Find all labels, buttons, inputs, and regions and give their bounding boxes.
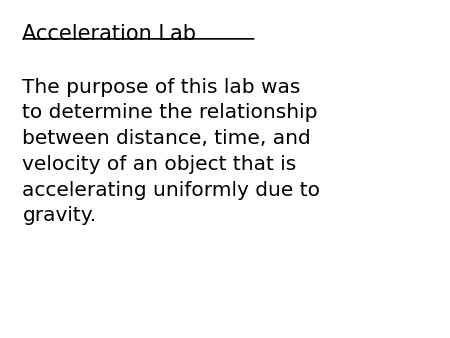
Text: Acceleration Lab: Acceleration Lab [22,24,197,44]
Text: The purpose of this lab was
to determine the relationship
between distance, time: The purpose of this lab was to determine… [22,78,320,225]
